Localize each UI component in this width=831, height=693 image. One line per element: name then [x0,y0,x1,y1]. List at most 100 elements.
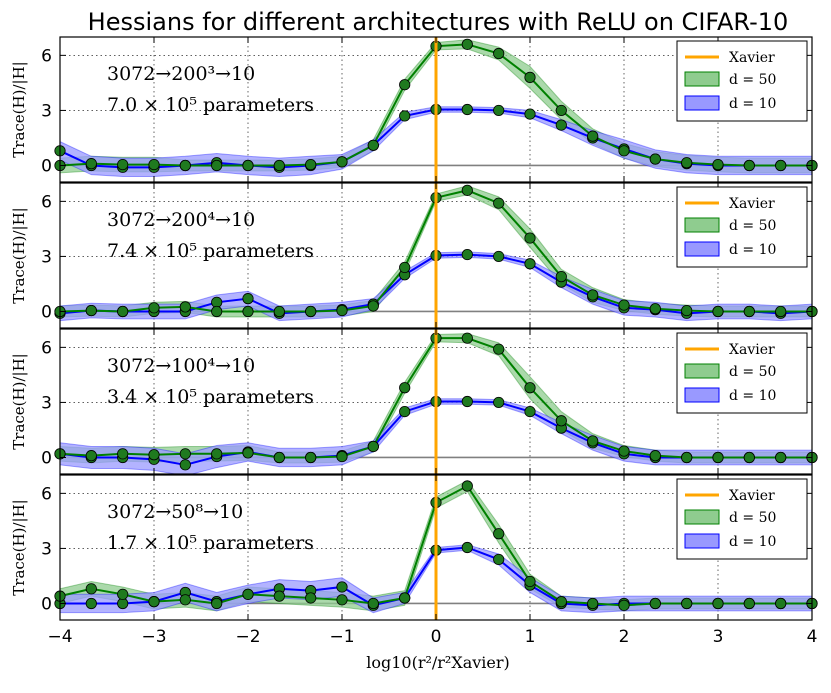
data-point-d10 [242,293,254,305]
legend-label-xavier: Xavier [729,50,775,66]
data-point-d50 [148,596,160,608]
panel-3: 0 3 6 Trace(H)/|H| 3072→100⁴→10 3.4 × 10⁵ par… [10,328,818,477]
data-point-d50 [712,305,724,318]
data-point-d50 [587,597,599,610]
x-tick-label: 2 [619,627,630,647]
legend-swatch-d50 [684,71,720,87]
data-point-d50 [493,528,505,540]
data-point-d50 [775,305,787,318]
y-tick-label: 6 [41,338,52,358]
data-point-d50 [179,301,191,313]
panels: 0 3 6 Trace(H)/|H| 3072→200³→10 7.0 × 10⁵ par… [10,36,818,647]
data-point-d50 [461,480,473,492]
legend-swatch-d10 [684,241,720,257]
data-point-d50 [85,158,97,170]
legend-label-d50: d = 50 [729,218,776,234]
data-point-d50 [712,597,724,610]
data-point-d50 [211,305,223,318]
data-point-d50 [367,300,379,312]
data-point-d50 [399,592,411,604]
data-point-d50 [618,445,630,457]
legend-swatch-d50 [684,217,720,233]
data-point-d10 [555,119,567,131]
data-point-d10 [461,541,473,554]
data-point-d50 [461,38,473,50]
y-tick-label: 3 [41,101,52,121]
data-point-d50 [305,451,317,464]
data-point-d50 [336,594,348,606]
y-axis-label: Trace(H)/|H| [10,499,28,595]
legend-label-xavier: Xavier [729,488,775,504]
data-point-d50 [117,158,129,171]
data-point-d10 [524,108,536,120]
data-point-d50 [649,450,661,462]
y-tick-label: 6 [41,192,52,212]
data-point-d50 [712,158,724,171]
data-point-d10 [461,395,473,408]
data-point-d50 [242,305,254,318]
y-axis-label: Trace(H)/|H| [10,353,28,449]
data-point-d10 [493,104,505,117]
data-point-d50 [305,305,317,318]
legend: Xavier d = 50 d = 10 [676,40,808,122]
data-point-d10 [493,396,505,409]
data-point-d50 [681,157,693,169]
data-point-d50 [524,575,536,588]
y-tick-label: 0 [41,594,52,614]
architecture-label: 3072→50⁸→10 [107,501,243,523]
legend-label-xavier: Xavier [729,342,775,358]
data-point-d50 [273,590,285,602]
data-point-d10 [524,258,536,270]
data-point-d50 [305,158,317,171]
x-axis-label: log10(r²/r²Xavier) [366,653,510,672]
architecture-label: 3072→200³→10 [107,63,255,85]
legend-swatch-d10 [684,387,720,403]
y-tick-label: 3 [41,247,52,267]
data-point-d50 [743,597,755,610]
legend-label-d10: d = 10 [729,96,776,112]
data-point-d50 [618,599,630,611]
data-point-d50 [117,448,129,460]
data-point-d50 [367,139,379,151]
data-point-d50 [85,583,97,595]
chart-title: Hessians for different architectures wit… [88,8,789,36]
data-point-d50 [649,597,661,610]
y-tick-label: 6 [41,484,52,504]
data-point-d50 [273,451,285,464]
data-point-d50 [775,159,787,172]
data-point-d50 [681,597,693,610]
data-point-d50 [179,448,191,460]
legend-label-d50: d = 50 [729,72,776,88]
y-tick-label: 0 [41,156,52,176]
data-point-d50 [587,289,599,301]
legend: Xavier d = 50 d = 10 [676,332,808,414]
parameter-count-label: 1.7 × 10⁵ parameters [107,532,314,554]
data-point-d50 [587,130,599,142]
legend-label-d50: d = 50 [729,364,776,380]
data-point-d50 [461,332,473,344]
data-point-d50 [242,588,254,600]
data-point-d50 [649,303,661,315]
legend-swatch-d50 [684,363,720,379]
data-point-d50 [179,159,191,172]
data-point-d50 [148,158,160,171]
data-point-d50 [399,79,411,91]
data-point-d50 [555,596,567,608]
x-tick-label: −3 [141,627,166,647]
data-point-d50 [117,588,129,600]
data-point-d50 [493,47,505,60]
data-point-d50 [681,304,693,317]
data-point-d50 [555,104,567,117]
y-axis-label: Trace(H)/|H| [10,61,28,157]
data-point-d50 [367,597,379,610]
data-point-d50 [493,197,505,209]
data-point-d50 [211,597,223,610]
architecture-label: 3072→200⁴→10 [107,209,255,231]
parameter-count-label: 7.0 × 10⁵ parameters [107,94,314,116]
data-point-d50 [117,305,129,318]
y-tick-label: 3 [41,539,52,559]
data-point-d50 [399,382,411,394]
data-point-d50 [493,343,505,355]
data-point-d50 [649,153,661,165]
